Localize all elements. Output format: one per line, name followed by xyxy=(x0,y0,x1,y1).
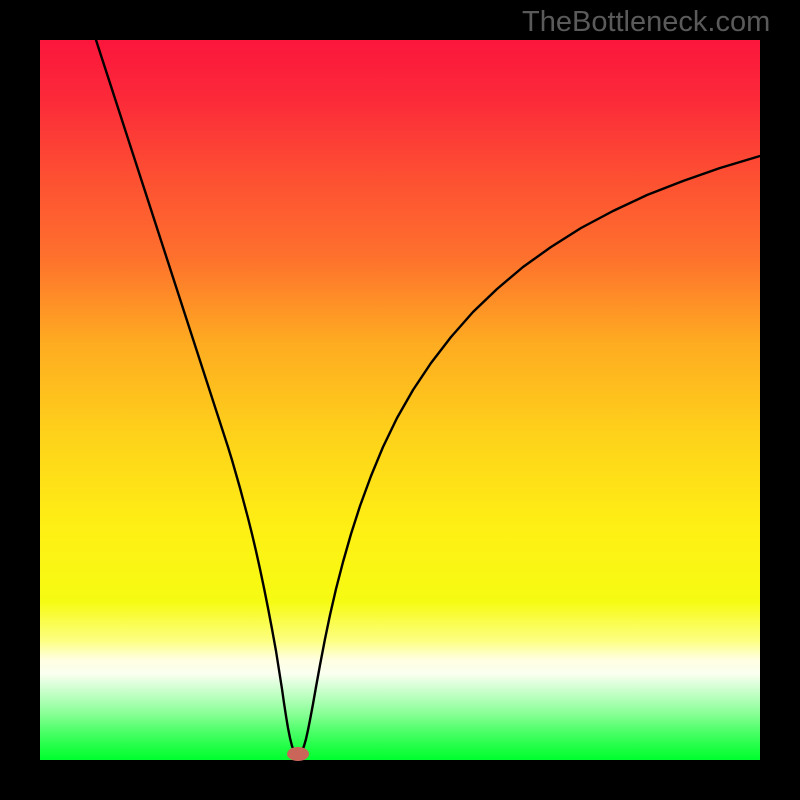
chart-container: TheBottleneck.com xyxy=(0,0,800,800)
watermark-text: TheBottleneck.com xyxy=(522,6,770,39)
bottleneck-curve xyxy=(96,40,760,755)
minimum-marker xyxy=(287,747,309,761)
curve-layer xyxy=(0,0,800,800)
